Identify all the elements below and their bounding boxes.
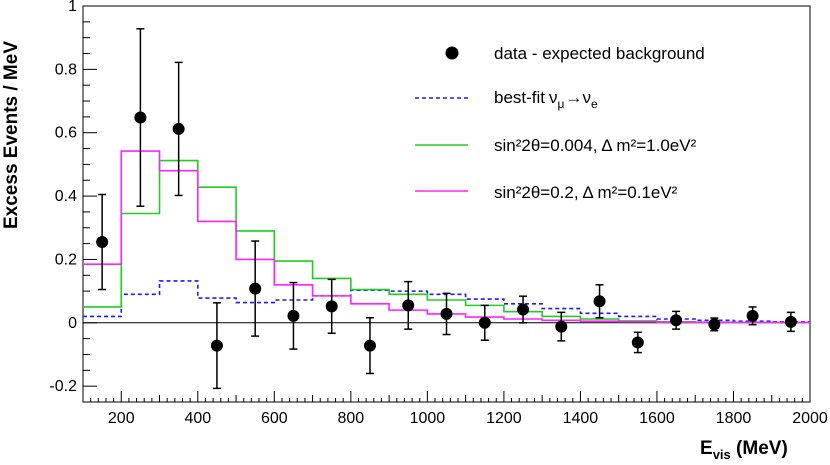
data-point — [325, 300, 338, 313]
data-point — [517, 303, 530, 316]
x-tick-label: 2000 — [792, 410, 828, 427]
x-tick-label: 1400 — [563, 410, 599, 427]
x-tick-label: 1000 — [410, 410, 446, 427]
x-tick-label: 600 — [261, 410, 288, 427]
data-point — [593, 295, 606, 308]
data-point — [287, 309, 300, 322]
x-tick-label: 200 — [108, 410, 135, 427]
data-point — [746, 309, 759, 322]
x-axis-title: Evis (MeV) — [700, 438, 788, 462]
y-tick-label: 0.2 — [55, 251, 77, 268]
data-point — [210, 339, 223, 352]
data-point — [249, 282, 262, 295]
data-point — [134, 111, 147, 124]
y-tick-label: 0.4 — [55, 188, 77, 205]
y-axis-title: Excess Events / MeV — [1, 41, 22, 229]
data-point — [631, 336, 644, 349]
y-tick-label: 0.8 — [55, 61, 77, 78]
data-point — [478, 316, 491, 329]
x-tick-label: 400 — [184, 410, 211, 427]
legend-bestfit-label: best-fit νμ→νe — [494, 88, 598, 111]
legend-data-label: data - expected background — [494, 44, 705, 63]
data-point — [440, 307, 453, 320]
data-point — [555, 320, 568, 333]
y-tick-label: -0.2 — [49, 378, 77, 395]
data-point — [363, 339, 376, 352]
plot-frame — [82, 5, 811, 403]
legend: data - expected background best-fit νμ→νe… — [415, 44, 705, 202]
legend-magenta-label: sin²2θ=0.2, Δ m²=0.1eV² — [494, 183, 678, 202]
legend-green-label: sin²2θ=0.004, Δ m²=1.0eV² — [494, 136, 697, 155]
data-point — [670, 314, 683, 327]
y-tick-label: 1 — [68, 0, 77, 15]
data-point — [784, 315, 797, 328]
x-tick-label: 1800 — [716, 410, 752, 427]
data-point — [172, 122, 185, 135]
data-point — [708, 318, 721, 331]
y-tick-label: 0 — [68, 315, 77, 332]
series-line-2 — [83, 150, 810, 324]
x-tick-label: 1600 — [639, 410, 675, 427]
x-tick-label: 800 — [337, 410, 364, 427]
x-tick-label: 1200 — [486, 410, 522, 427]
data-point — [402, 299, 415, 312]
y-tick-label: 0.6 — [55, 125, 77, 142]
legend-data-marker — [445, 46, 459, 60]
data-point — [96, 236, 109, 249]
